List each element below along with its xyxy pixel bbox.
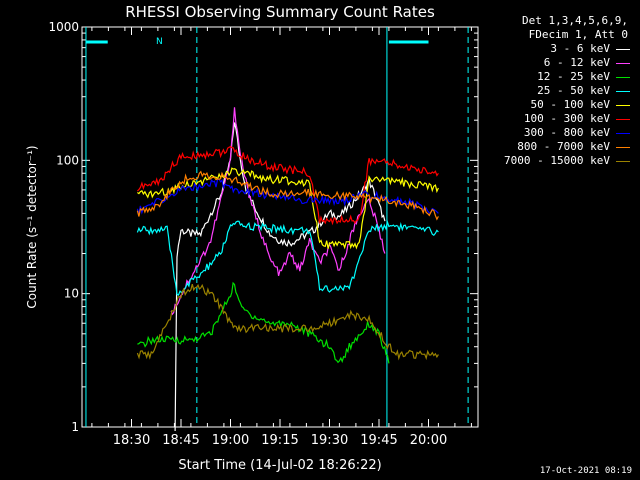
- legend-label: 3 - 6 keV: [550, 42, 610, 55]
- series-line: [136, 170, 439, 221]
- chart-title: RHESSI Observing Summary Count Rates: [125, 3, 435, 21]
- legend-item: 300 - 800 keV: [478, 126, 636, 140]
- y-tick-label: 1: [71, 420, 79, 434]
- y-tick-label: 100: [56, 153, 79, 167]
- series-line: [174, 122, 386, 432]
- legend-swatch: [616, 118, 630, 120]
- x-tick-label: 19:30: [311, 433, 348, 448]
- series-line: [170, 107, 386, 316]
- legend-swatch: [616, 90, 630, 92]
- legend-label: 12 - 25 keV: [537, 70, 610, 83]
- legend-item: 12 - 25 keV: [478, 70, 636, 84]
- legend-label: 300 - 800 keV: [523, 126, 610, 139]
- series-line: [136, 178, 439, 215]
- x-tick-label: 18:30: [113, 433, 150, 448]
- legend-swatch: [616, 76, 630, 78]
- x-tick-label: 20:00: [410, 433, 447, 448]
- y-axis: 1 10 100 1000: [48, 20, 478, 434]
- legend-item: 3 - 6 keV: [478, 42, 636, 56]
- legend-item: 6 - 12 keV: [478, 56, 636, 70]
- series-layer: [136, 107, 439, 432]
- legend-item: 50 - 100 keV: [478, 98, 636, 112]
- legend-item: 800 - 7000 keV: [478, 140, 636, 154]
- y-tick-label: 1000: [48, 20, 79, 34]
- legend-header-line1: Det 1,3,4,5,6,9,: [522, 14, 628, 27]
- x-axis-label: Start Time (14-Jul-02 18:26:22): [178, 458, 381, 473]
- x-tick-label: 19:45: [360, 433, 397, 448]
- legend-label: 800 - 7000 keV: [517, 140, 610, 153]
- legend-header-line2: FDecim 1, Att 0: [528, 28, 628, 41]
- legend-item: 7000 - 15000 keV: [478, 154, 636, 168]
- footer-date: 17-Oct-2021 08:19: [539, 466, 632, 476]
- series-line: [136, 145, 439, 226]
- legend: Det 1,3,4,5,6,9, FDecim 1, Att 0 3 - 6 k…: [478, 14, 636, 168]
- y-tick-label: 10: [64, 287, 79, 301]
- markers-layer: [85, 27, 469, 427]
- legend-swatch: [616, 62, 630, 64]
- x-tick-label: 18:45: [162, 433, 199, 448]
- series-line: [137, 281, 390, 364]
- series-line: [136, 283, 439, 361]
- series-line: [137, 167, 439, 250]
- x-tick-label: 19:15: [261, 433, 298, 448]
- legend-label: 25 - 50 keV: [537, 84, 610, 97]
- legend-swatch: [616, 48, 630, 50]
- legend-label: 50 - 100 keV: [530, 98, 610, 111]
- legend-item: 100 - 300 keV: [478, 112, 636, 126]
- legend-swatch: [616, 104, 630, 106]
- legend-label: 100 - 300 keV: [523, 112, 610, 125]
- y-axis-label: Count Rate (s⁻¹ detector⁻¹): [25, 145, 39, 308]
- legend-swatch: [616, 160, 630, 162]
- legend-label: 6 - 12 keV: [543, 56, 610, 69]
- annotation-n: N: [156, 37, 163, 47]
- legend-label: 7000 - 15000 keV: [504, 154, 610, 167]
- x-axis: 18:30 18:45 19:00 19:15 19:30 19:45 20:00: [91, 27, 472, 448]
- legend-swatch: [616, 146, 630, 148]
- x-tick-label: 19:00: [212, 433, 249, 448]
- legend-item: 25 - 50 keV: [478, 84, 636, 98]
- series-line: [136, 219, 439, 296]
- legend-swatch: [616, 132, 630, 134]
